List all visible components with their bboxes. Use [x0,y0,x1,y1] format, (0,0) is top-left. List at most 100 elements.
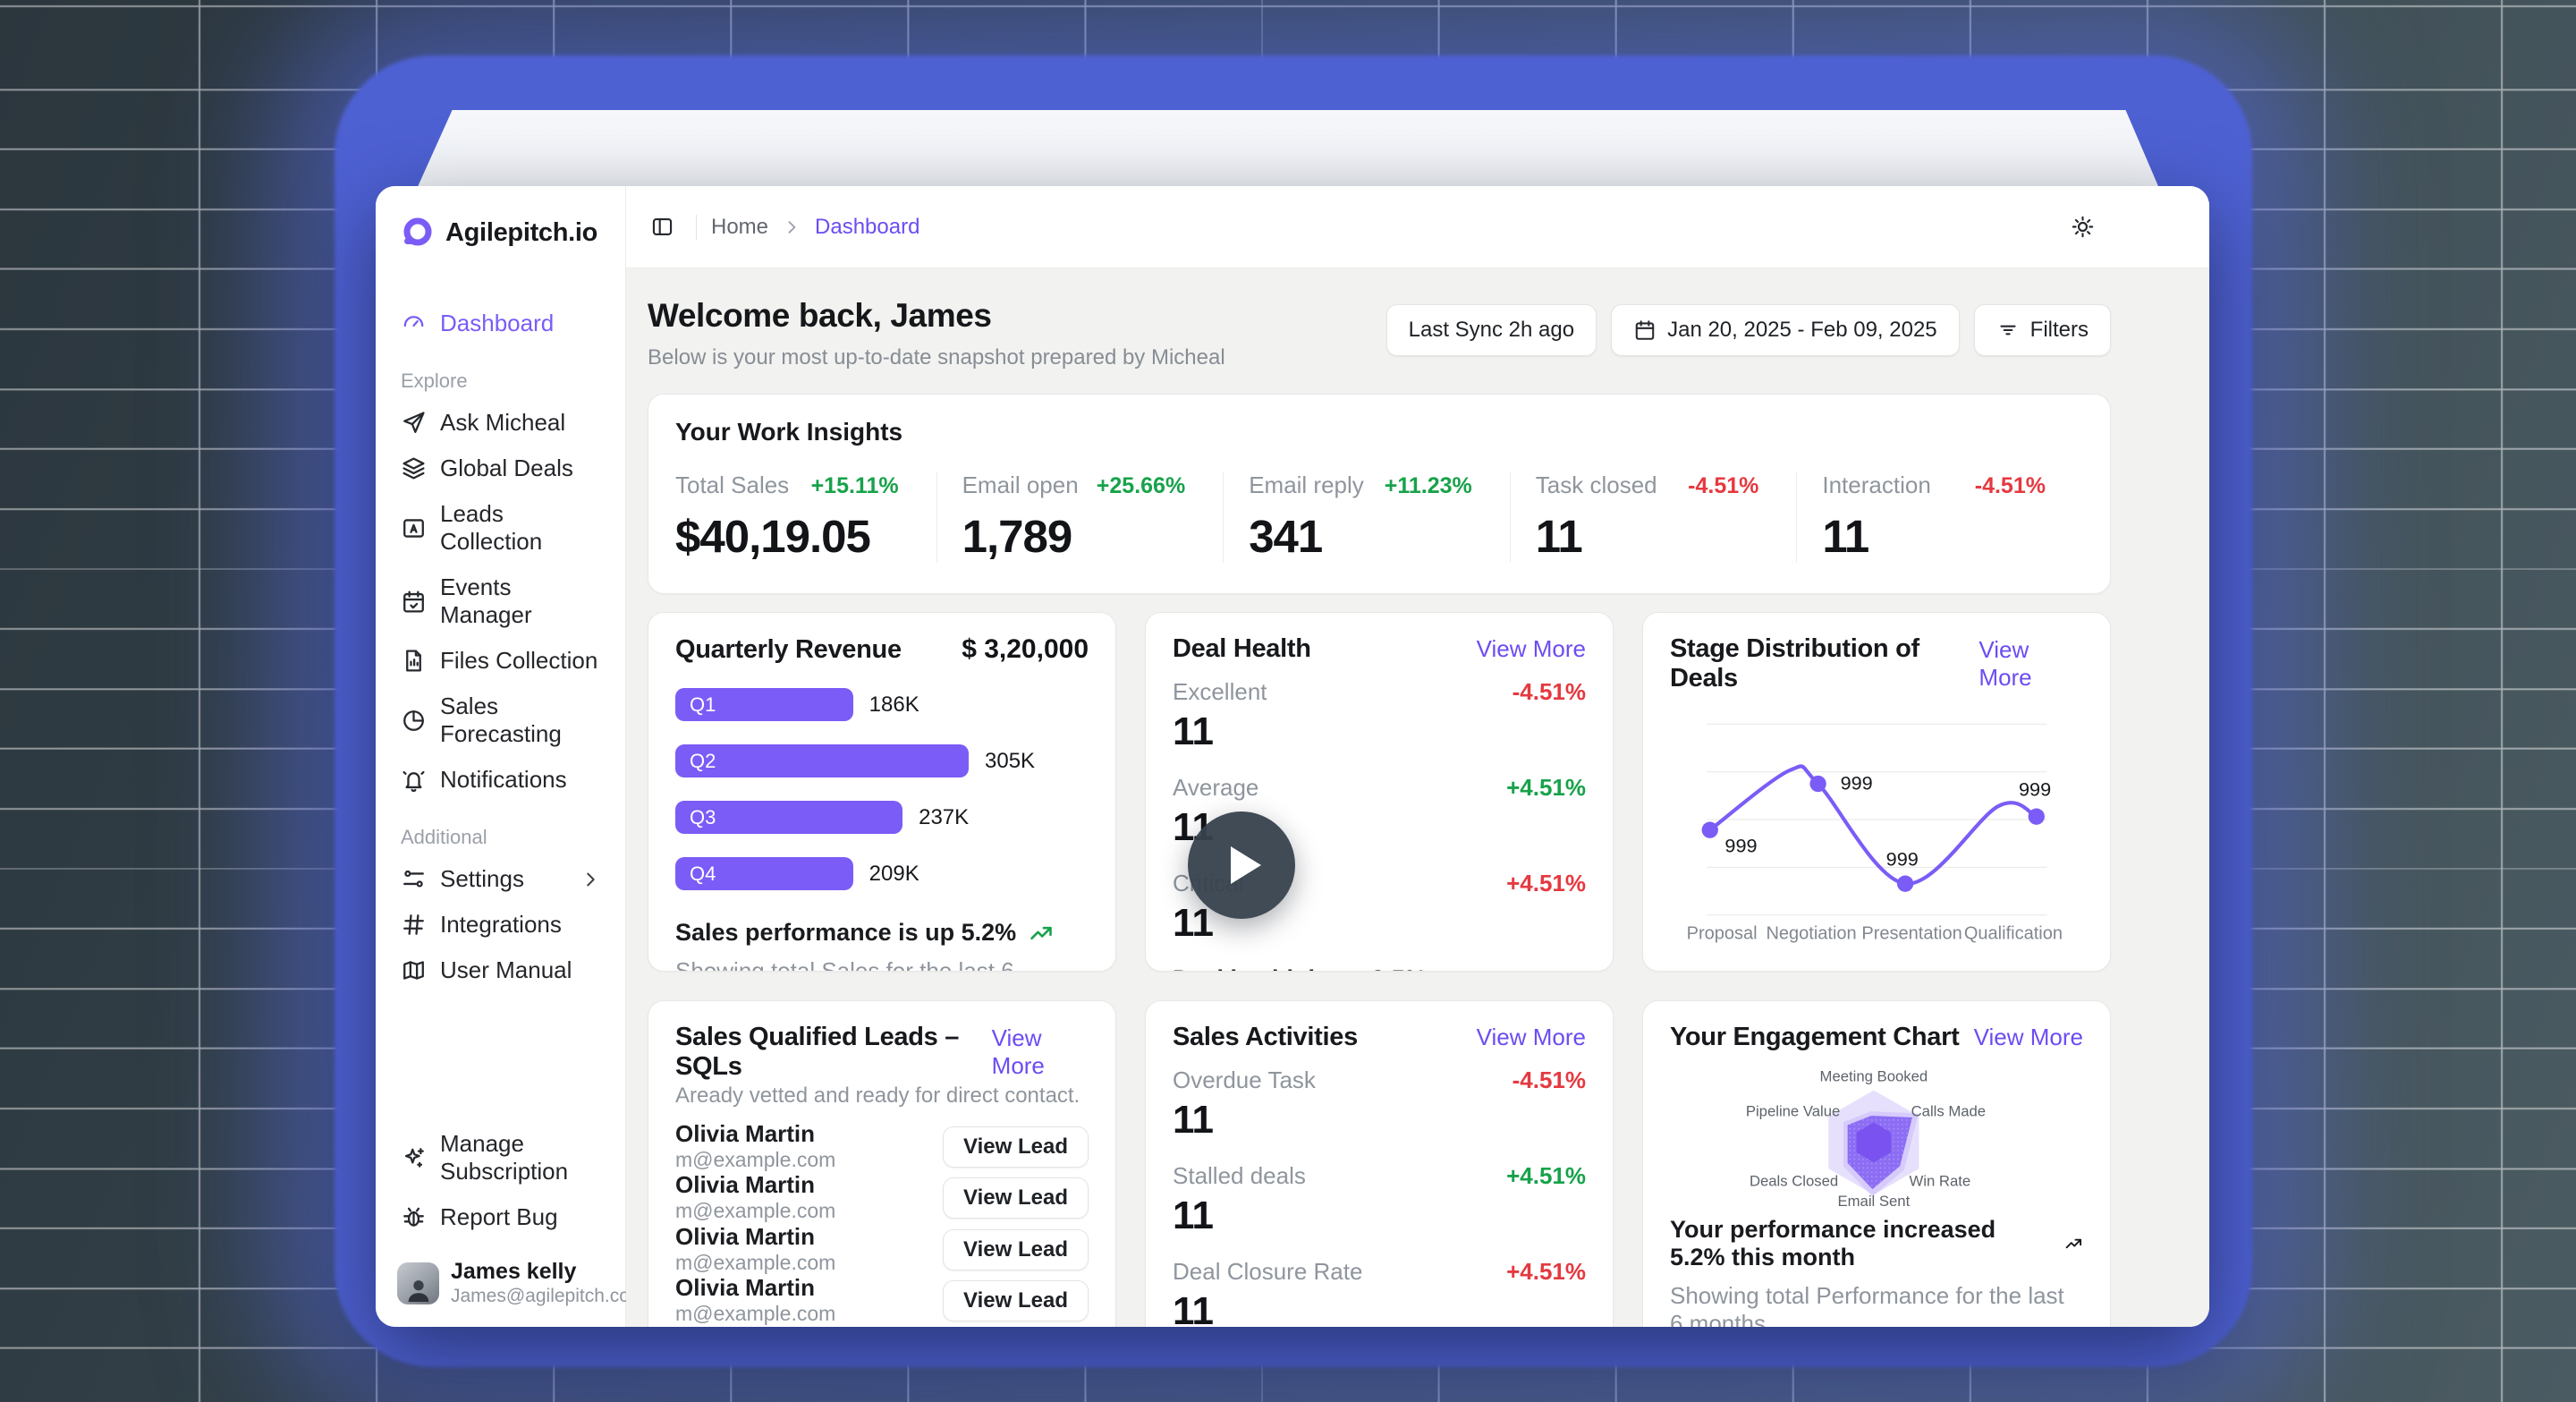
radar-axis-label: Pipeline Value [1746,1103,1840,1120]
view-more-link[interactable]: View More [1973,1024,2083,1050]
play-icon [1231,846,1261,884]
sidebar-item-label: Sales Forecasting [440,693,562,747]
lead-row: Olivia Martin m@example.com View Lead [675,1275,1089,1326]
sidebar-toggle-button[interactable] [642,208,682,247]
sidebar-item-leads-collection[interactable]: Leads Collection [394,491,607,565]
bar-row: Q3 237K [675,801,1089,834]
bar-q2: Q2 [675,744,970,777]
metric-value: 11 [1535,511,1583,562]
view-more-link[interactable]: View More [991,1024,1045,1079]
bar-q1: Q1 [675,688,853,721]
footer-bold: Your performance increased 5.2% this mon… [1670,1216,1996,1270]
breadcrumb-home[interactable]: Home [711,214,769,239]
sidebar-item-label: Manage Subscription [440,1130,569,1185]
user-menu[interactable]: James kelly James@agilepitch.co... [394,1254,673,1307]
sidebar-item-files-collection[interactable]: Files Collection [394,638,607,684]
view-lead-button[interactable]: View Lead [943,1228,1089,1270]
sidebar-item-user-manual[interactable]: User Manual [394,947,607,993]
main-area: Home Dashboard Welcome back, James Below… [626,186,2209,1327]
sidebar-item-label: Notifications [440,766,567,793]
view-lead-button[interactable]: View Lead [943,1126,1089,1168]
card-title: Sales Qualified Leads – SQLs [675,1023,960,1081]
metric-label: Total Sales [675,472,790,498]
person-icon [408,1280,428,1303]
sidebar-item-label: Events Manager [440,574,532,628]
sidebar-item-label: Settings [440,865,524,892]
insights-title: Your Work Insights [675,418,903,446]
revenue-total: $ 3,20,000 [962,634,1089,664]
data-point-label: 999 [2019,777,2051,800]
view-lead-button[interactable]: View Lead [943,1280,1089,1322]
sidebar-item-ask-micheal[interactable]: Ask Micheal [394,400,607,446]
page-subtitle: Below is your most up-to-date snapshot p… [648,345,1225,370]
brand-logo: Agilepitch.io [394,209,607,251]
cards-row-2: Sales Qualified Leads – SQLs View More A… [648,1000,2111,1327]
avatar [397,1262,439,1305]
breadcrumb-current: Dashboard [815,214,920,239]
stage-line-chart: 999 999 999 999 Proposal Negotiation Presentat… [1687,723,2063,943]
engagement-radar-chart: Meeting Booked Calls Made Win Rate Email Se… [1746,1068,1986,1210]
data-point [1896,875,1914,892]
bug-icon [403,1207,424,1228]
sidebar-item-global-deals[interactable]: Global Deals [394,446,607,491]
data-point-label: 999 [1841,772,1873,794]
panel-left-icon [652,217,672,236]
metric-email-open: Email open +25.66% 1,789 [936,472,1224,563]
topbar-divider [696,214,697,240]
revenue-bar-chart: Q1 186K Q2 305K Q3 237K Q4 209K [675,688,1089,913]
view-more-link[interactable]: View More [1476,1024,1586,1050]
x-axis-label: Qualification [1964,923,2063,943]
bar-row: Q1 186K [675,688,1089,721]
sidebar-item-integrations[interactable]: Integrations [394,902,607,947]
view-lead-button[interactable]: View Lead [943,1177,1089,1219]
bar-row: Q2 305K [675,744,1089,777]
view-more-link[interactable]: View More [1979,636,2032,691]
metric-label: Task closed [1535,472,1657,498]
insights-metrics: Total Sales +15.11% $40,19.05 Email open +… [675,472,2083,563]
filters-button[interactable]: Filters [1973,304,2111,356]
sidebar-item-manage-subscription[interactable]: Manage Subscription [394,1121,607,1194]
sidebar-item-label: Files Collection [440,647,598,674]
radar-axis-label: Meeting Booked [1820,1068,1928,1085]
metric-label: Email reply [1249,472,1364,498]
radar-axis-label: Deals Closed [1750,1173,1838,1190]
last-sync-button[interactable]: Last Sync 2h ago [1385,304,1597,356]
filter-icon [2000,325,2016,336]
sparkles-icon [404,1147,424,1168]
metric-value: $40,19.05 [675,511,871,562]
sidebar-section-additional: Additional [401,826,487,848]
sidebar-item-sales-forecasting[interactable]: Sales Forecasting [394,684,607,757]
dashboard-content: Welcome back, James Below is your most u… [626,268,2209,1327]
lead-row: Olivia Martin m@example.com View Lead [675,1172,1089,1223]
metric-delta: -4.51% [1974,473,2046,498]
data-point-label: 999 [1886,848,1919,871]
sidebar-item-notifications[interactable]: Notifications [394,757,607,803]
date-range-button[interactable]: Jan 20, 2025 - Feb 09, 2025 [1611,304,1960,356]
stage-distribution-card: Stage Distribution of Deals View More 99… [1642,612,2111,972]
user-info: James kelly James@agilepitch.co... [451,1260,645,1307]
theme-toggle-button[interactable] [2063,208,2102,247]
metric-value: 341 [1249,511,1323,562]
pie-chart-icon [403,709,424,731]
user-name: James kelly [451,1259,577,1285]
play-button[interactable] [1188,811,1295,919]
sidebar-item-events-manager[interactable]: Events Manager [394,565,607,638]
sidebar-item-dashboard[interactable]: Dashboard [394,301,607,346]
card-footer: Deal health is up 2.5%. Showing deal hea… [1173,965,1586,971]
bar-value: 186K [869,692,919,717]
topbar: Home Dashboard [626,186,2209,268]
card-title: Stage Distribution of Deals [1670,634,1919,693]
radar-axis-label: Email Sent [1838,1193,1911,1210]
lead-row: Olivia Martin m@example.com View Lead [675,1120,1089,1172]
footer-bold: Deal health is up 2.5%. [1173,965,1433,971]
brand-name: Agilepitch.io [445,217,598,247]
radar-core-hexagon [1856,1122,1892,1163]
metric-value: 11 [1822,511,1869,562]
view-more-link[interactable]: View More [1476,635,1586,662]
bell-icon [402,770,425,793]
bar-value: 209K [869,861,919,886]
sidebar-item-settings[interactable]: Settings [394,856,607,902]
sidebar-item-report-bug[interactable]: Report Bug [394,1194,607,1240]
sidebar-spacer [394,993,607,1121]
